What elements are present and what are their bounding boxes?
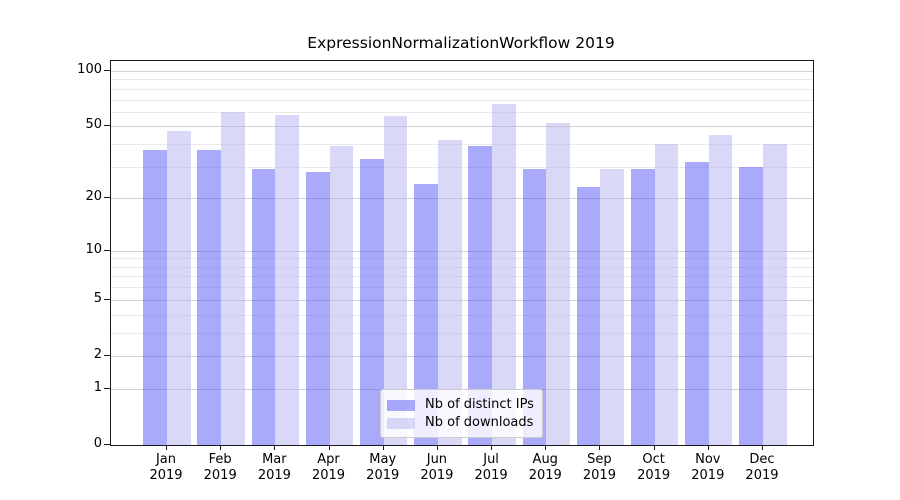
- major-gridline: [111, 71, 813, 73]
- x-tick-mark: [166, 445, 167, 450]
- bar-distinct-ips: [739, 166, 763, 445]
- plot-area: [110, 60, 814, 446]
- x-tick-mark: [491, 445, 493, 450]
- x-tick-mark: [274, 445, 276, 450]
- bar-downloads: [546, 123, 570, 445]
- bar-layer: [111, 61, 813, 445]
- legend-label-distinct-ips: Nb of distinct IPs: [425, 397, 534, 412]
- bar-distinct-ips: [576, 187, 601, 445]
- y-tick-mark: [104, 444, 110, 445]
- bar-downloads: [492, 104, 516, 445]
- x-tick-label: May 2019: [366, 452, 400, 483]
- bar-distinct-ips: [143, 150, 167, 445]
- bar-distinct-ips: [468, 146, 493, 445]
- legend-item-downloads: Nb of downloads: [387, 415, 534, 431]
- bar-downloads: [437, 140, 462, 445]
- minor-gridline: [111, 276, 813, 278]
- y-tick-label: 1: [93, 379, 102, 395]
- minor-gridline: [111, 314, 813, 316]
- minor-gridline: [111, 332, 813, 334]
- major-gridline: [111, 355, 813, 357]
- major-gridline: [111, 250, 813, 252]
- bar-downloads: [654, 144, 679, 445]
- y-tick-mark: [104, 298, 110, 300]
- legend-label-downloads: Nb of downloads: [425, 415, 534, 430]
- x-tick-label: Mar 2019: [257, 452, 291, 483]
- minor-gridline: [111, 99, 813, 101]
- minor-gridline: [111, 166, 813, 168]
- minor-gridline: [111, 144, 813, 146]
- y-tick-mark: [104, 354, 110, 356]
- y-tick-mark: [104, 249, 110, 251]
- major-gridline: [111, 198, 813, 200]
- x-tick-mark: [653, 445, 655, 450]
- bar-distinct-ips: [251, 169, 276, 445]
- bar-distinct-ips: [522, 169, 547, 445]
- bar-downloads: [275, 114, 300, 445]
- legend-swatch-distinct-ips: [387, 399, 415, 411]
- x-tick-mark: [220, 445, 222, 450]
- legend-item-distinct-ips: Nb of distinct IPs: [387, 397, 534, 413]
- x-tick-mark: [761, 445, 763, 450]
- x-tick-label: Feb 2019: [203, 452, 237, 483]
- bar-downloads: [708, 134, 733, 445]
- bar-distinct-ips: [305, 172, 330, 445]
- minor-gridline: [111, 258, 813, 260]
- x-tick-label: Nov 2019: [691, 452, 725, 483]
- legend-swatch-downloads: [387, 417, 415, 429]
- y-tick-label: 10: [85, 241, 102, 257]
- x-tick-mark: [545, 445, 547, 450]
- bar-downloads: [221, 111, 245, 445]
- x-tick-label: Sep 2019: [582, 452, 616, 483]
- chart-title: ExpressionNormalizationWorkflow 2019: [307, 34, 615, 52]
- minor-gridline: [111, 266, 813, 268]
- y-tick-label: 20: [85, 189, 102, 205]
- major-gridline: [111, 126, 813, 128]
- major-gridline: [111, 299, 813, 301]
- x-tick-label: Jul 2019: [474, 452, 508, 483]
- x-tick-mark: [599, 445, 601, 450]
- bar-downloads: [167, 131, 191, 445]
- x-tick-mark: [707, 445, 709, 450]
- bar-distinct-ips: [685, 161, 709, 445]
- y-tick-mark: [104, 70, 110, 72]
- legend: Nb of distinct IPs Nb of downloads: [380, 389, 543, 438]
- y-tick-mark: [104, 197, 110, 199]
- x-tick-label: Dec 2019: [745, 452, 779, 483]
- bar-downloads: [329, 146, 354, 445]
- bar-distinct-ips: [197, 150, 222, 445]
- y-tick-label: 0: [93, 436, 102, 451]
- x-tick-label: Aug 2019: [528, 452, 562, 483]
- x-tick-mark: [328, 445, 330, 450]
- bar-distinct-ips: [414, 184, 438, 445]
- y-tick-mark: [104, 125, 110, 127]
- y-tick-label: 2: [93, 346, 102, 362]
- x-tick-label: Apr 2019: [311, 452, 346, 483]
- y-tick-label: 100: [77, 62, 102, 78]
- minor-gridline: [111, 111, 813, 113]
- y-tick-label: 5: [93, 290, 102, 306]
- bar-downloads: [383, 115, 408, 445]
- bar-downloads: [600, 169, 625, 445]
- x-tick-label: Oct 2019: [637, 452, 671, 483]
- y-tick-mark: [104, 387, 110, 389]
- x-tick-mark: [382, 445, 384, 450]
- bar-distinct-ips: [360, 159, 384, 445]
- x-tick-mark: [436, 445, 438, 450]
- minor-gridline: [111, 287, 813, 289]
- minor-gridline: [111, 88, 813, 90]
- bar-downloads: [762, 144, 787, 445]
- y-tick-label: 50: [85, 117, 102, 133]
- bar-distinct-ips: [630, 169, 655, 445]
- x-tick-label: Jun 2019: [420, 452, 454, 483]
- minor-gridline: [111, 79, 813, 81]
- x-tick-label: Jan 2019: [149, 452, 183, 483]
